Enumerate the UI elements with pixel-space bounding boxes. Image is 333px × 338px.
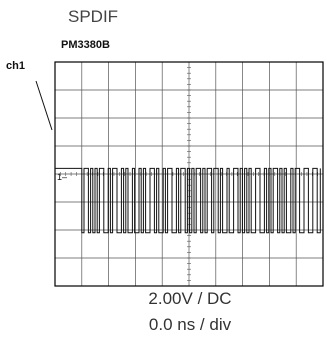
scope-frame	[54, 61, 324, 287]
time-per-div-label: 0.0 ns / div	[148, 315, 232, 334]
channel-label: ch1	[6, 60, 25, 72]
ground-marker: 1–	[57, 172, 67, 182]
volts-per-div-label: 2.00V / DC	[148, 289, 232, 308]
page-title: SPDIF	[68, 7, 119, 26]
waveform-trace	[55, 167, 321, 234]
scope-model-label: PM3380B	[61, 39, 110, 51]
scope-grid	[54, 61, 324, 287]
channel-pointer	[35, 80, 53, 131]
